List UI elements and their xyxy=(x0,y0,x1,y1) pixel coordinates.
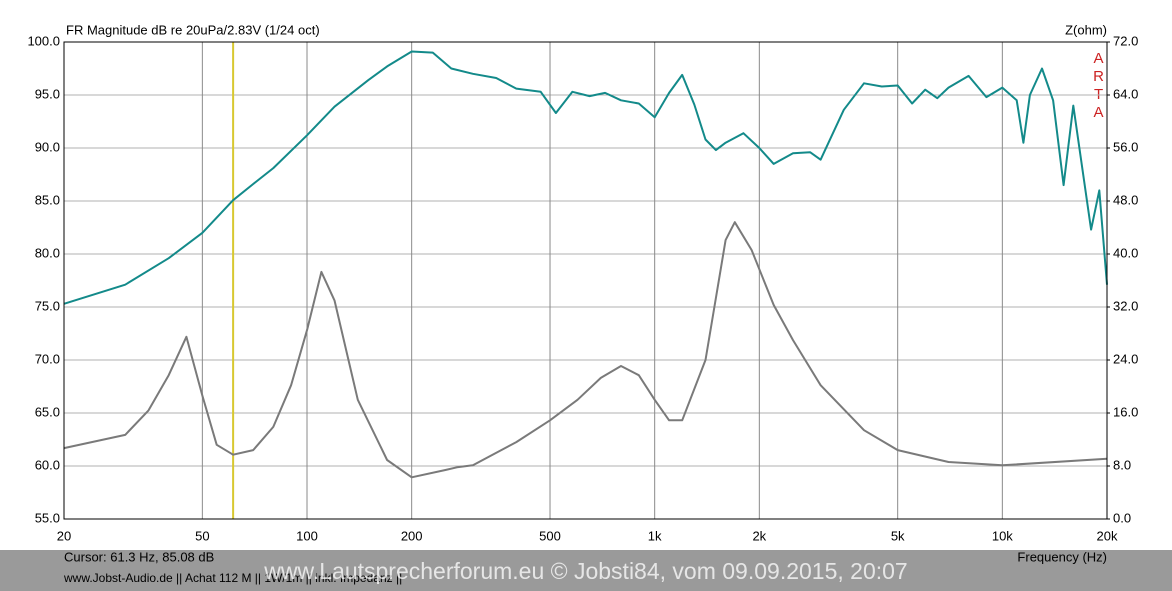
y2-tick-label: 72.0 xyxy=(1113,33,1138,48)
y-tick-label: 80.0 xyxy=(35,245,60,260)
y-tick-label: 75.0 xyxy=(35,298,60,313)
y2-tick-label: 24.0 xyxy=(1113,351,1138,366)
plot-frame xyxy=(63,41,1108,520)
footer-band xyxy=(0,550,1172,591)
y-tick-label: 60.0 xyxy=(35,457,60,472)
x-tick-label: 500 xyxy=(539,528,561,543)
cursor-readout: Cursor: 61.3 Hz, 85.08 dB xyxy=(64,549,214,564)
brand: ARTA xyxy=(1090,50,1107,122)
y-tick-label: 85.0 xyxy=(35,192,60,207)
y2-tick-label: 32.0 xyxy=(1113,298,1138,313)
y2-tick-label: 40.0 xyxy=(1113,245,1138,260)
y2-axis-label: Z(ohm) xyxy=(1065,22,1107,37)
y2-tick-label: 16.0 xyxy=(1113,404,1138,419)
plot-area xyxy=(63,41,1108,520)
y2-tick-label: 56.0 xyxy=(1113,139,1138,154)
x-tick-label: 100 xyxy=(296,528,318,543)
y-tick-label: 65.0 xyxy=(35,404,60,419)
watermark: www.Lautsprecherforum.eu © Jobsti84, vom… xyxy=(263,558,907,584)
x-tick-label: 1k xyxy=(648,528,662,543)
x-tick-label: 2k xyxy=(752,528,766,543)
chart-title: FR Magnitude dB re 20uPa/2.83V (1/24 oct… xyxy=(66,22,320,37)
y2-tick-label: 8.0 xyxy=(1113,457,1131,472)
y-tick-label: 100.0 xyxy=(27,33,60,48)
x-axis-label: Frequency (Hz) xyxy=(1017,549,1107,564)
footer: www.Jobst-Audio.de || Achat 112 M || 1W/… xyxy=(63,571,402,585)
x-tick-label: 20k xyxy=(1097,528,1118,543)
series-line xyxy=(63,221,1108,479)
y2-tick-label: 64.0 xyxy=(1113,86,1138,101)
x-tick-label: 10k xyxy=(992,528,1013,543)
y2-tick-label: 0.0 xyxy=(1113,510,1131,525)
y-tick-label: 95.0 xyxy=(35,86,60,101)
x-tick-label: 200 xyxy=(401,528,423,543)
y-tick-label: 90.0 xyxy=(35,139,60,154)
y2-tick-label: 48.0 xyxy=(1113,192,1138,207)
plot-layer: 55.0 60.0 65.0 70.0 75.0 80.0 85.0 90.0 95.0 100.… xyxy=(27,33,1138,543)
x-tick-label: 20 xyxy=(57,528,71,543)
y-tick-label: 70.0 xyxy=(35,351,60,366)
x-tick-label: 50 xyxy=(195,528,209,543)
x-tick-label: 5k xyxy=(891,528,905,543)
y-tick-label: 55.0 xyxy=(35,510,60,525)
series-line xyxy=(63,50,1108,305)
